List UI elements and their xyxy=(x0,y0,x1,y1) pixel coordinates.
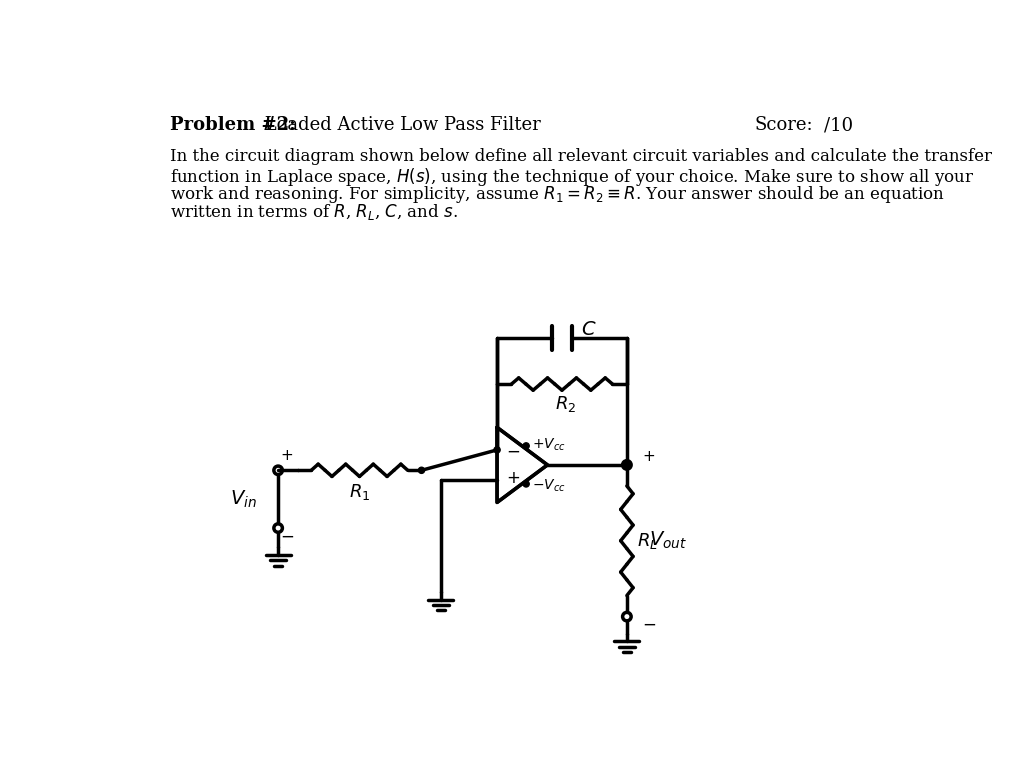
Text: $+$: $+$ xyxy=(642,450,655,464)
Text: $-$: $-$ xyxy=(642,616,656,633)
Text: function in Laplace space, $H(s)$, using the technique of your choice. Make sure: function in Laplace space, $H(s)$, using… xyxy=(170,166,974,188)
Text: $R_2$: $R_2$ xyxy=(555,394,576,414)
Circle shape xyxy=(494,447,500,453)
Text: In the circuit diagram shown below define all relevant circuit variables and cal: In the circuit diagram shown below defin… xyxy=(170,149,992,165)
Text: $-$: $-$ xyxy=(280,527,295,544)
Text: $+V_{cc}$: $+V_{cc}$ xyxy=(531,436,565,453)
Circle shape xyxy=(523,443,529,449)
Circle shape xyxy=(419,467,425,474)
Text: $V_{in}$: $V_{in}$ xyxy=(230,488,256,510)
Text: $+$: $+$ xyxy=(280,449,294,463)
Text: $V_{out}$: $V_{out}$ xyxy=(648,530,687,551)
Text: /10: /10 xyxy=(825,116,853,134)
Circle shape xyxy=(624,462,630,468)
Text: $-V_{cc}$: $-V_{cc}$ xyxy=(531,477,565,494)
Text: $+$: $+$ xyxy=(506,470,520,487)
Text: Loaded Active Low Pass Filter: Loaded Active Low Pass Filter xyxy=(259,116,541,134)
Text: Problem #2:: Problem #2: xyxy=(170,116,296,134)
Text: $C$: $C$ xyxy=(581,321,596,339)
Circle shape xyxy=(523,480,529,487)
Text: Score:: Score: xyxy=(755,116,814,134)
Text: $R_1$: $R_1$ xyxy=(348,482,370,502)
Text: $R_L$: $R_L$ xyxy=(637,531,657,551)
Text: $-$: $-$ xyxy=(506,443,520,460)
Text: written in terms of $R$, $R_L$, $C$, and $s$.: written in terms of $R$, $R_L$, $C$, and… xyxy=(170,202,457,222)
Text: work and reasoning. For simplicity, assume $R_1 = R_2 \equiv R$. Your answer sho: work and reasoning. For simplicity, assu… xyxy=(170,184,945,205)
